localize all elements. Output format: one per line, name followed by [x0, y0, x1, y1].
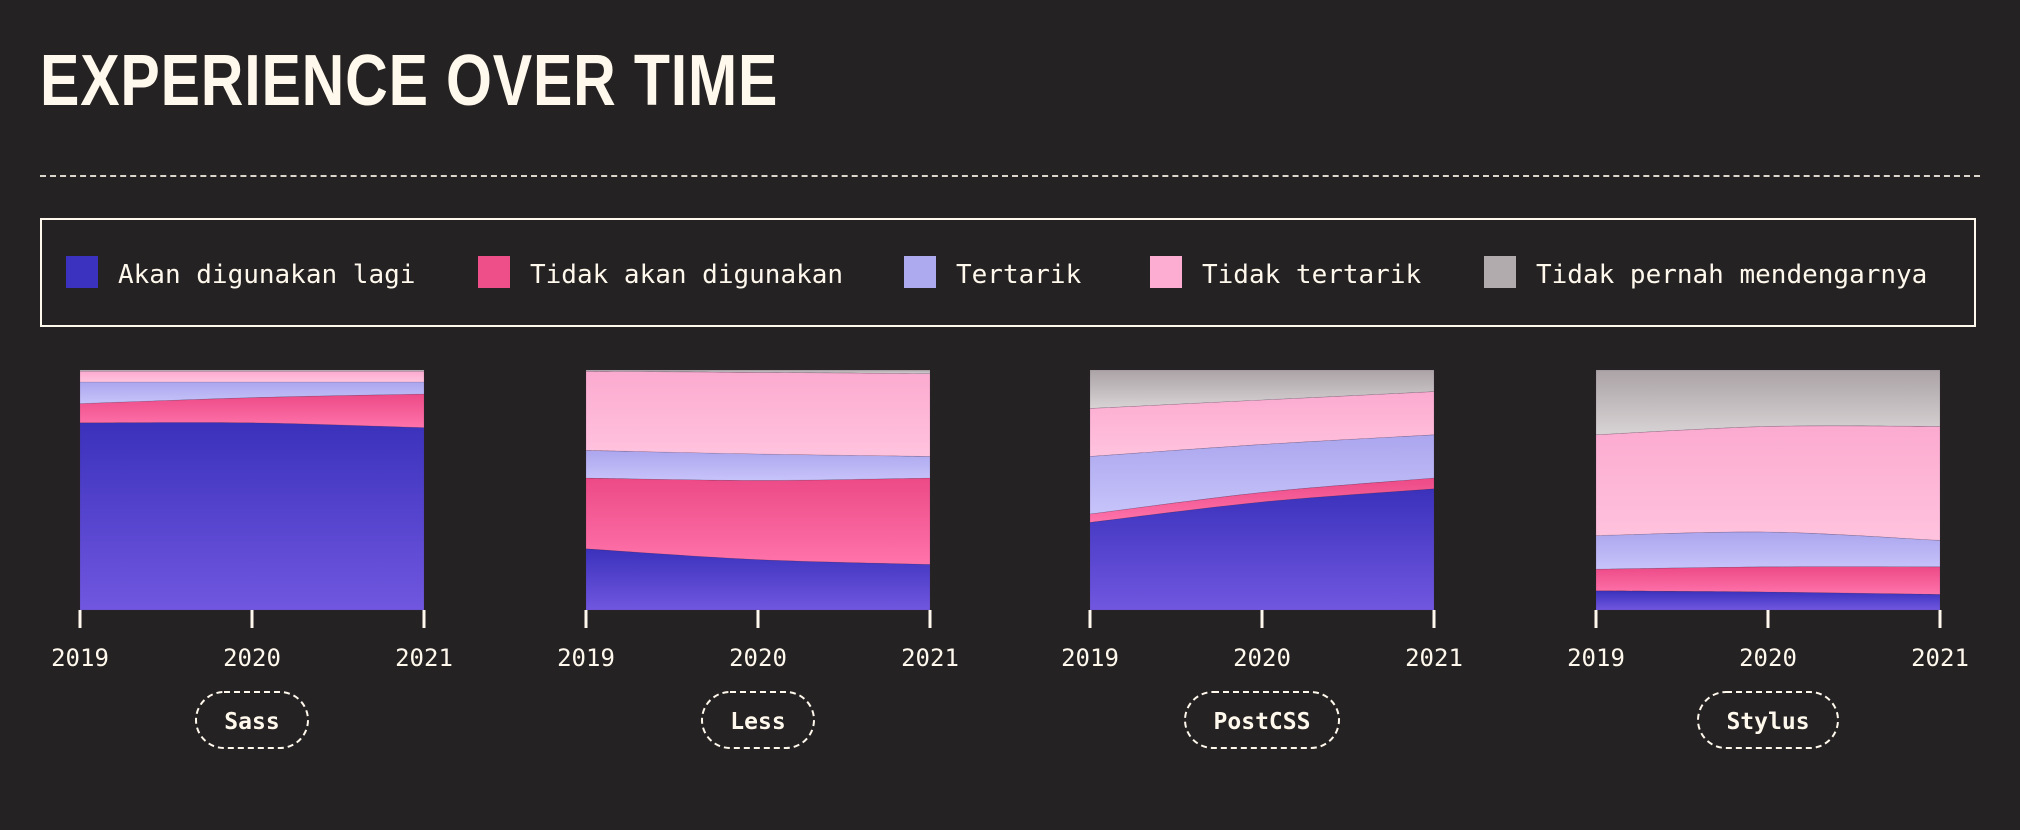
- x-tick-label: 2021: [395, 644, 453, 672]
- x-tick-label: 2019: [557, 644, 615, 672]
- chart-title: Stylus: [1726, 709, 1809, 735]
- legend-label: Akan digunakan lagi: [118, 260, 416, 290]
- chart-title-pill: [195, 691, 309, 749]
- x-tick-label: 2021: [1911, 644, 1969, 672]
- x-tick-label: 2020: [1233, 644, 1291, 672]
- chart-title-pill: [701, 691, 815, 749]
- page-title: EXPERIENCE OVER TIME: [40, 41, 779, 121]
- chart-title: Less: [730, 709, 785, 735]
- chart-title: PostCSS: [1214, 709, 1311, 735]
- legend-swatch: [1484, 256, 1516, 288]
- legend-swatch: [904, 256, 936, 288]
- chart-title: Sass: [224, 709, 279, 735]
- x-tick-label: 2020: [729, 644, 787, 672]
- legend-label: Tertarik: [956, 260, 1082, 290]
- area-tidak-pernah-mendengarnya: [79, 369, 425, 372]
- x-tick-label: 2020: [223, 644, 281, 672]
- chart-sass: 2019 2020 2021 Sass: [51, 369, 453, 749]
- legend-swatch: [66, 256, 98, 288]
- legend-label: Tidak pernah mendengarnya: [1536, 260, 1928, 290]
- area-tidak-tertarik: [1595, 425, 1941, 541]
- legend-swatch: [1150, 256, 1182, 288]
- x-tick-label: 2021: [901, 644, 959, 672]
- legend: Akan digunakan lagi Tidak akan digunakan…: [40, 218, 1976, 327]
- area-tertarik: [1595, 531, 1941, 570]
- legend-label: Tidak akan digunakan: [530, 260, 844, 290]
- x-tick-label: 2021: [1405, 644, 1463, 672]
- area-tidak-pernah-mendengarnya: [1089, 369, 1435, 409]
- chart-postcss: 2019 2020 2021 PostCSS: [1061, 369, 1463, 749]
- title-divider: [40, 175, 1980, 177]
- area-tidak-tertarik: [585, 370, 931, 457]
- area-tertarik: [1089, 434, 1435, 515]
- legend-label: Tidak tertarik: [1202, 260, 1422, 290]
- area-tidak-akan-digunakan: [585, 477, 931, 565]
- x-tick-label: 2019: [51, 644, 109, 672]
- area-akan-digunakan-lagi: [79, 422, 425, 611]
- x-tick-label: 2020: [1739, 644, 1797, 672]
- chart-less: 2019 2020 2021 Less: [557, 369, 959, 749]
- area-tidak-pernah-mendengarnya: [585, 369, 931, 374]
- chart-title-pill: [1697, 691, 1839, 749]
- area-tidak-akan-digunakan: [1089, 477, 1435, 523]
- x-tick-label: 2019: [1567, 644, 1625, 672]
- area-tidak-tertarik: [1089, 391, 1435, 457]
- area-tidak-tertarik: [79, 370, 425, 383]
- chart-title-pill: [1184, 691, 1340, 749]
- x-tick-label: 2019: [1061, 644, 1119, 672]
- area-tidak-pernah-mendengarnya: [1595, 369, 1941, 436]
- legend-swatch: [478, 256, 510, 288]
- area-tidak-akan-digunakan: [1595, 566, 1941, 595]
- chart-stylus: 2019 2020 2021 Stylus: [1567, 369, 1969, 749]
